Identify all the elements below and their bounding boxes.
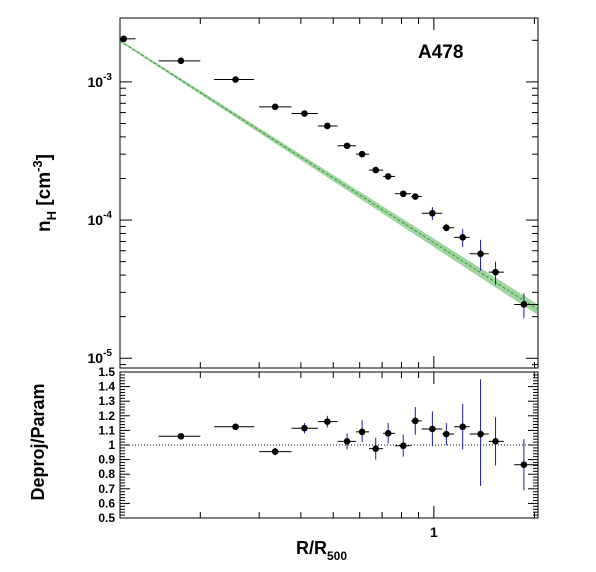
ratio-point-2 [271,448,279,455]
lower-y-tick-label-5: 1 [108,438,115,452]
ratio-point-4 [324,418,331,425]
fit-band [119,39,539,316]
lower-y-tick-label-8: 1.3 [98,394,115,408]
ratio-point-14 [477,430,484,438]
lower-y-tick-label-3: 0.8 [98,467,115,481]
ratio-point-15 [492,438,499,445]
ratio-point-16 [520,461,528,469]
ratio-point-9 [399,442,407,450]
lower-y-tick-label-4: 0.9 [98,453,115,467]
ratio-point-13 [459,423,466,431]
ratio-point-3 [301,424,308,432]
ratio-point-5 [343,438,351,445]
lower-y-tick-label-1: 0.6 [98,496,115,510]
density-point-17 [520,301,528,308]
density-point-15 [477,250,484,258]
upper-y-tick-label-0: 10-5 [88,348,113,366]
density-point-6 [343,142,351,150]
density-point-14 [459,234,466,241]
lower-y-tick-label-9: 1.4 [98,380,115,394]
ratio-point-7 [372,445,380,452]
ratio-point-10 [411,417,419,425]
lower-x-axis-ticks: 1 [199,372,535,540]
density-point-7 [358,150,366,158]
ratio-point-1 [232,423,239,431]
fit-line [119,40,539,311]
x-axis-title: R/R500 [296,538,347,563]
upper-x-axis-ticks [199,18,535,368]
density-point-4 [301,110,308,117]
density-point-5 [324,122,331,130]
x-tick-label-0: 1 [430,524,438,540]
upper-y-tick-label-1: 10-4 [88,210,113,228]
density-point-0 [120,35,128,43]
upper-y-axis-ticks: 10-5 10-4 10-3 [88,39,538,366]
fit-band-area [120,39,538,316]
ratio-panel: 0.50.60.70.80.911.11.21.31.41.5 1 Deproj… [28,365,539,563]
cluster-label: A478 [418,42,463,63]
density-point-16 [492,268,499,276]
ratio-point-0 [177,432,185,440]
upper-y-axis-title: nH [cm-3] [30,154,59,232]
upper-y-tick-label-2: 10-3 [88,72,113,90]
density-point-12 [429,209,436,217]
density-point-10 [399,190,407,198]
ratio-point-12 [443,430,450,438]
lower-y-axis-ticks: 0.50.60.70.80.911.11.21.31.41.5 [98,365,538,525]
density-panel: 10-5 10-4 10-3 A478 nH [cm-3] [30,17,539,369]
density-point-8 [372,166,380,174]
lower-y-tick-label-7: 1.2 [98,409,115,423]
lower-y-tick-label-10: 1.5 [98,365,115,379]
ratio-point-8 [384,430,392,437]
ratio-data-points [158,379,538,491]
lower-y-tick-label-6: 1.1 [98,423,115,437]
density-point-13 [443,224,450,232]
ratio-point-11 [429,425,436,433]
lower-y-tick-label-0: 0.5 [98,511,115,525]
lower-plot-frame [119,371,539,519]
lower-y-tick-label-2: 0.7 [98,482,115,496]
density-point-9 [384,173,392,180]
density-point-2 [232,76,239,83]
density-data-points [120,35,538,319]
ratio-point-6 [358,428,366,436]
upper-plot-frame [119,17,539,369]
density-point-11 [411,193,419,200]
density-point-1 [177,57,185,65]
density-point-3 [271,103,279,111]
lower-y-axis-title: Deproj/Param [28,383,48,500]
